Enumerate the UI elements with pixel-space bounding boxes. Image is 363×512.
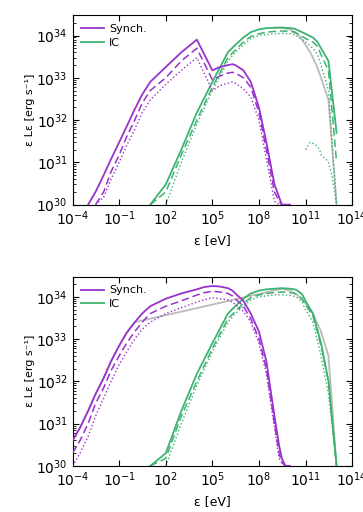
Y-axis label: ε Lε [erg s⁻¹]: ε Lε [erg s⁻¹] — [25, 74, 35, 146]
Legend: Synch., IC: Synch., IC — [78, 21, 150, 51]
Legend: Synch., IC: Synch., IC — [78, 282, 150, 312]
X-axis label: ε [eV]: ε [eV] — [194, 233, 231, 247]
Y-axis label: ε Lε [erg s⁻¹]: ε Lε [erg s⁻¹] — [25, 335, 35, 408]
X-axis label: ε [eV]: ε [eV] — [194, 495, 231, 508]
